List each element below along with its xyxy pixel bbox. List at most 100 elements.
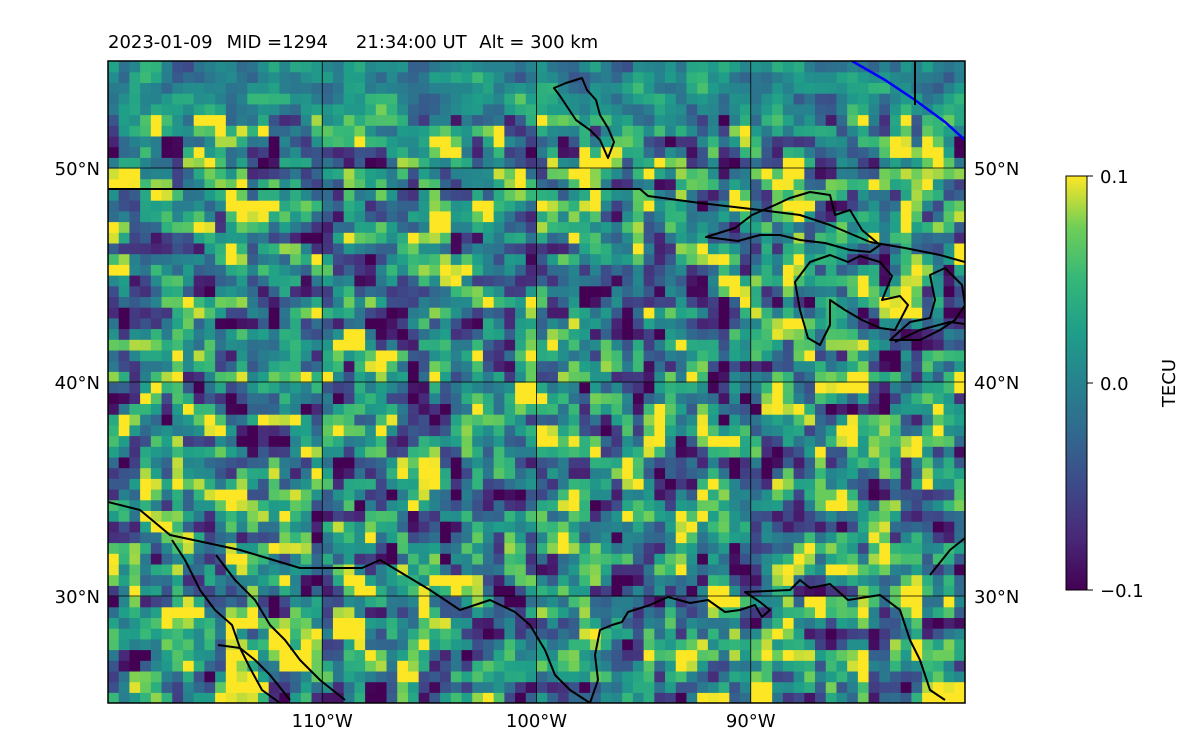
heatmap-cell (397, 264, 409, 276)
heatmap-cell (772, 242, 784, 255)
heatmap-cell (890, 242, 902, 255)
heatmap-cell (354, 285, 366, 297)
heatmap-cell (890, 510, 902, 522)
heatmap-cell (815, 574, 827, 586)
heatmap-cell (536, 531, 548, 544)
heatmap-cell (482, 660, 495, 672)
heatmap-cell (804, 456, 816, 469)
heatmap-cell (793, 499, 805, 511)
heatmap-cell (407, 93, 420, 105)
heatmap-cell (954, 189, 965, 201)
heatmap-cell (247, 328, 259, 340)
heatmap-cell (868, 670, 880, 683)
heatmap-cell (300, 456, 313, 469)
heatmap-cell (354, 339, 366, 351)
heatmap-cell (622, 585, 634, 597)
heatmap-cell (386, 446, 398, 458)
heatmap-cell (686, 531, 698, 544)
heatmap-cell (729, 563, 741, 576)
heatmap-cell (279, 692, 291, 703)
heatmap-cell (879, 71, 891, 83)
heatmap-cell (429, 339, 441, 351)
heatmap-cell (343, 328, 355, 340)
heatmap-cell (943, 232, 955, 244)
heatmap-cell (450, 446, 463, 458)
heatmap-cell (804, 628, 816, 640)
heatmap-cell (215, 296, 227, 308)
heatmap-cell (365, 617, 377, 629)
heatmap-cell (557, 596, 570, 608)
heatmap-cell (150, 317, 163, 330)
heatmap-cell (365, 414, 377, 426)
heatmap-cell (750, 649, 763, 661)
heatmap-cell (493, 232, 505, 244)
heatmap-cell (150, 681, 163, 693)
heatmap-cell (836, 349, 848, 362)
heatmap-cell (290, 553, 302, 565)
heatmap-cell (515, 114, 527, 126)
heatmap-cell (322, 285, 334, 297)
heatmap-cell (600, 456, 613, 469)
colorbar-ticks: −0.10.00.1 (1087, 167, 1144, 602)
heatmap-cell (172, 317, 184, 330)
heatmap-cell (290, 628, 302, 640)
heatmap-cell (257, 114, 270, 126)
heatmap-cell (890, 275, 902, 287)
heatmap-cell (182, 435, 195, 447)
heatmap-cell (675, 146, 688, 158)
heatmap-cell (857, 93, 870, 105)
heatmap-cell (547, 446, 559, 458)
heatmap-cell (472, 210, 484, 223)
heatmap-cell (718, 168, 730, 180)
heatmap-cell (193, 349, 206, 362)
heatmap-cell (108, 649, 120, 661)
heatmap-cell (815, 157, 827, 169)
heatmap-cell (129, 382, 141, 394)
heatmap-cell (943, 168, 955, 180)
heatmap-cell (825, 574, 838, 586)
heatmap-cell (482, 382, 495, 394)
heatmap-cell (804, 178, 816, 190)
heatmap-cell (311, 424, 323, 437)
heatmap-cell (504, 563, 516, 576)
heatmap-cell (354, 210, 366, 223)
heatmap-cell (890, 307, 902, 319)
heatmap-cell (911, 478, 923, 490)
heatmap-cell (643, 189, 655, 201)
heatmap-cell (450, 424, 463, 437)
heatmap-cell (193, 82, 206, 94)
heatmap-cell (943, 221, 955, 233)
heatmap-cell (225, 103, 238, 116)
heatmap-cell (407, 168, 420, 180)
heatmap-cell (568, 307, 580, 319)
heatmap-cell (954, 114, 965, 126)
heatmap-cell (375, 93, 388, 105)
heatmap-cell (450, 542, 463, 554)
heatmap-cell (750, 307, 763, 319)
heatmap-cell (150, 638, 163, 651)
heatmap-cell (150, 392, 163, 404)
heatmap-cell (172, 232, 184, 244)
heatmap-cell (600, 628, 613, 640)
heatmap-cell (836, 617, 848, 629)
heatmap-cell (632, 157, 645, 169)
heatmap-cell (857, 660, 870, 672)
heatmap-cell (161, 596, 173, 608)
heatmap-cell (632, 61, 645, 73)
heatmap-cell (365, 146, 377, 158)
heatmap-cell (643, 114, 655, 126)
heatmap-cell (761, 82, 773, 94)
heatmap-cell (590, 617, 602, 629)
heatmap-cell (761, 392, 773, 404)
heatmap-cell (857, 328, 870, 340)
heatmap-cell (836, 103, 848, 116)
heatmap-cell (279, 371, 291, 383)
heatmap-cell (761, 93, 773, 105)
heatmap-cell (782, 681, 795, 693)
heatmap-cell (740, 178, 752, 190)
heatmap-cell (686, 178, 698, 190)
heatmap-cell (482, 189, 495, 201)
heatmap-cell (161, 157, 173, 169)
heatmap-cell (611, 628, 623, 640)
heatmap-cell (515, 221, 527, 233)
